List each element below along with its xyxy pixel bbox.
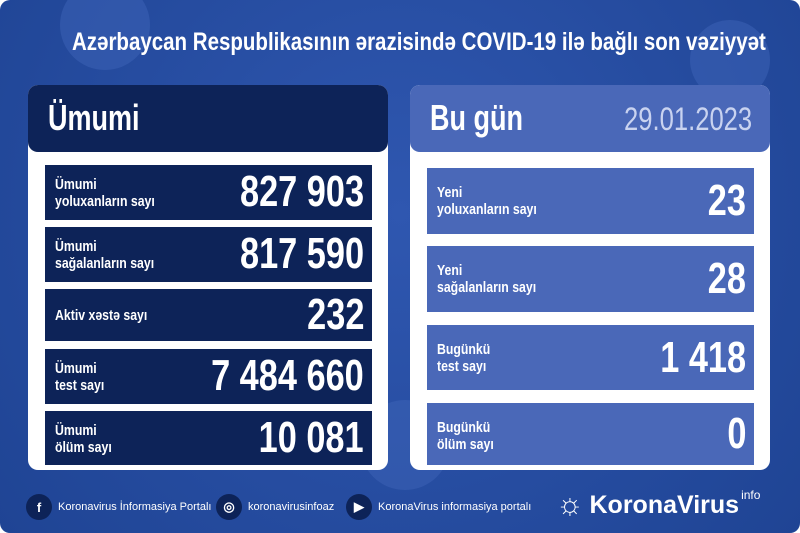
stat-label: Bugünkü: [437, 419, 491, 436]
facebook-label: Koronavirus İnformasiya Portalı: [58, 501, 212, 513]
youtube-link[interactable]: ▶ KoronaVirus informasiya portalı: [346, 494, 531, 520]
stat-label: yoluxanların sayı: [437, 201, 537, 218]
stat-label: yoluxanların sayı: [55, 193, 155, 210]
stat-value: 10 081: [259, 413, 364, 462]
stat-label: Ümumi: [55, 238, 97, 255]
stat-row: Yeni yoluxanların sayı 23: [427, 168, 754, 234]
total-label: Ümumi: [48, 97, 140, 138]
instagram-link[interactable]: ◎ koronavirusinfoaz: [216, 494, 334, 520]
virus-decoration: [60, 0, 150, 70]
stat-label: ölüm sayı: [55, 439, 112, 456]
stat-value: 0: [726, 409, 746, 458]
facebook-icon: f: [26, 494, 52, 520]
stat-value: 232: [306, 290, 364, 339]
stat-label: Yeni: [437, 184, 463, 201]
stat-label: Ümumi: [55, 422, 97, 439]
youtube-icon: ▶: [346, 494, 372, 520]
stat-label: test sayı: [437, 358, 487, 375]
stat-value: 28: [707, 254, 746, 303]
stat-value: 7 484 660: [211, 351, 364, 400]
stat-value: 23: [707, 176, 746, 225]
stat-value: 1 418: [660, 333, 746, 382]
brand-logo: ☼ KoronaVirus info: [556, 488, 760, 522]
instagram-icon: ◎: [216, 494, 242, 520]
youtube-label: KoronaVirus informasiya portalı: [378, 501, 532, 513]
stat-label: test sayı: [55, 377, 105, 394]
stat-value: 827 903: [239, 167, 364, 216]
stat-row: Ümumi yoluxanların sayı 827 903: [45, 165, 372, 220]
virus-logo-icon: ☼: [556, 488, 584, 521]
page-title: Azərbaycan Respublikasının ərazisində CO…: [72, 28, 766, 56]
today-panel: Bu gün 29.01.2023 Yeni yoluxanların sayı 23…: [410, 85, 770, 470]
stat-label: sağalanların sayı: [55, 255, 155, 272]
stat-row: Ümumi test sayı 7 484 660: [45, 349, 372, 404]
brand-name: KoronaVirus: [589, 490, 740, 519]
stat-row: Yeni sağalanların sayı 28: [427, 246, 754, 312]
stat-label: sağalanların sayı: [437, 279, 537, 296]
stat-label: ölüm sayı: [437, 436, 494, 453]
today-header: Bu gün 29.01.2023: [410, 85, 770, 152]
stat-row: Bugünkü test sayı 1 418: [427, 325, 754, 390]
stat-label: Aktiv xəstə sayı: [55, 307, 148, 324]
stat-row: Bugünkü ölüm sayı 0: [427, 403, 754, 465]
today-label: Bu gün: [430, 97, 523, 138]
stat-label: Ümumi: [55, 360, 97, 377]
instagram-label: koronavirusinfoaz: [248, 501, 335, 513]
stat-value: 817 590: [239, 229, 364, 278]
stat-label: Yeni: [437, 262, 463, 279]
stat-label: Ümumi: [55, 176, 97, 193]
stat-row: Aktiv xəstə sayı 232: [45, 289, 372, 341]
total-header: Ümumi: [28, 85, 388, 152]
brand-sup: info: [741, 488, 761, 502]
stat-row: Ümumi sağalanların sayı 817 590: [45, 227, 372, 282]
date: 29.01.2023: [623, 101, 752, 137]
stat-label: Bugünkü: [437, 341, 491, 358]
facebook-link[interactable]: f Koronavirus İnformasiya Portalı: [26, 494, 211, 520]
total-panel: Ümumi Ümumi yoluxanların sayı 827 903 Ümum…: [28, 85, 388, 470]
stat-row: Ümumi ölüm sayı 10 081: [45, 411, 372, 465]
